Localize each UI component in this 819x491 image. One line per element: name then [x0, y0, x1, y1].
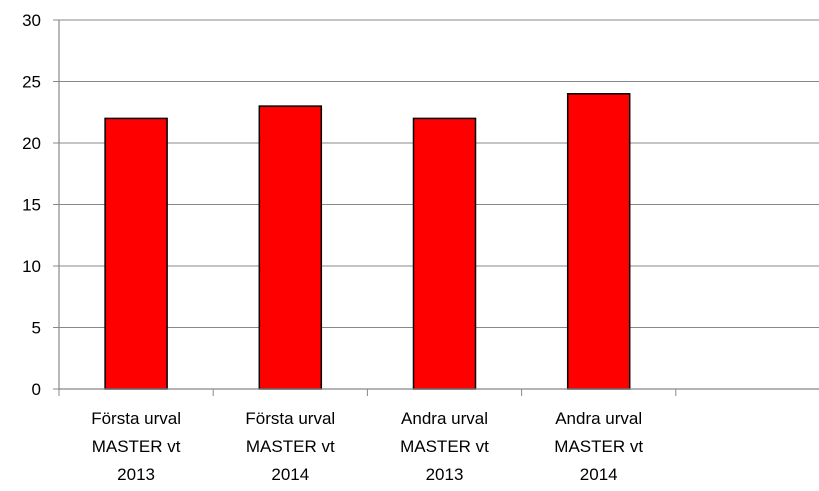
x-category-label-line: MASTER vt	[246, 437, 335, 456]
x-category-label-line: 2014	[580, 465, 618, 484]
y-tick-label: 10	[22, 257, 41, 276]
y-tick-label: 5	[32, 319, 41, 338]
x-category-label: Första urval MASTER vt 2014	[245, 409, 335, 484]
x-category-label: Första urval MASTER vt 2013	[91, 409, 181, 484]
y-tick-label: 25	[22, 73, 41, 92]
bar	[412, 117, 477, 390]
bars	[104, 93, 631, 390]
x-category-label-line: 2013	[117, 465, 155, 484]
axes	[58, 20, 819, 396]
y-tick-label: 20	[22, 134, 41, 153]
x-category-label: Andra urval MASTER vt 2014	[554, 409, 643, 484]
y-tick-label: 15	[22, 196, 41, 215]
x-category-label: Andra urval MASTER vt 2013	[400, 409, 489, 484]
bar	[566, 93, 631, 390]
bar	[258, 105, 323, 390]
x-category-label-line: MASTER vt	[400, 437, 489, 456]
x-category-label-line: Första urval	[91, 409, 181, 428]
x-category-label-line: MASTER vt	[554, 437, 643, 456]
y-tick-label: 30	[22, 11, 41, 30]
x-category-label-line: MASTER vt	[92, 437, 181, 456]
bar	[104, 117, 168, 390]
x-category-label-line: 2013	[426, 465, 464, 484]
x-category-label-line: Första urval	[245, 409, 335, 428]
x-axis-category-labels: Första urval MASTER vt 2013 Första urval MAS…	[91, 409, 643, 484]
y-tick-label: 0	[32, 380, 41, 399]
x-category-label-line: 2014	[271, 465, 309, 484]
y-axis-tick-labels: 0 5 10 15 20 25 30	[22, 11, 59, 399]
x-category-label-line: Andra urval	[555, 409, 642, 428]
x-category-label-line: Andra urval	[401, 409, 488, 428]
